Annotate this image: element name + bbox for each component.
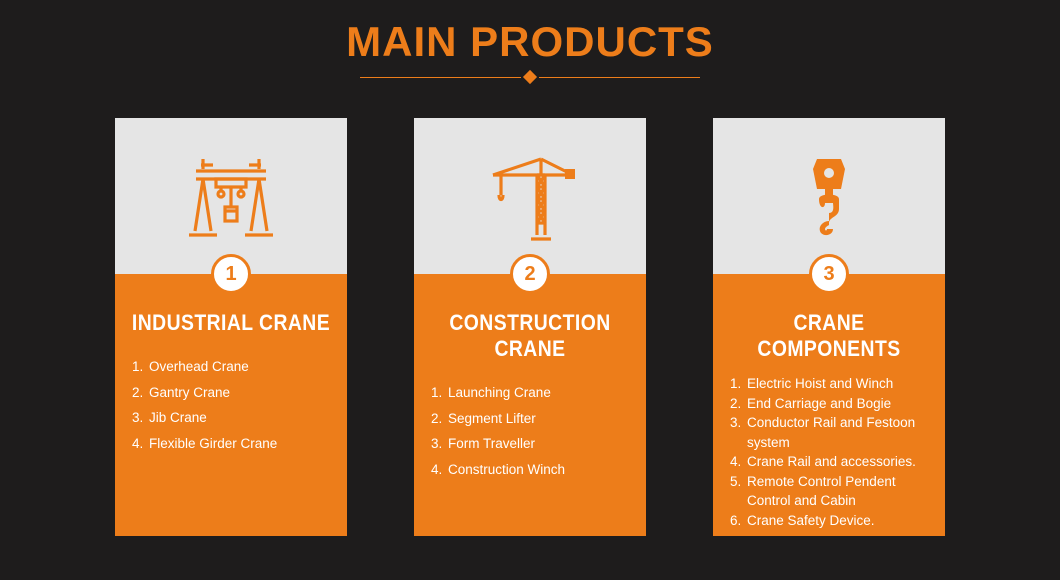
card-title: CRANE COMPONENTS (727, 310, 931, 362)
underline-left (360, 77, 521, 78)
list-item: End Carriage and Bogie (745, 394, 927, 414)
underline-diamond (523, 70, 537, 84)
card-number-badge: 3 (809, 254, 849, 294)
list-item: Form Traveller (446, 431, 628, 457)
list-item: Remote Control Pendent Control and Cabin (745, 472, 927, 511)
card-number-badge: 2 (510, 254, 550, 294)
hoist-hook-icon (799, 151, 859, 241)
list-item: Gantry Crane (147, 380, 329, 406)
card-list: Overhead Crane Gantry Crane Jib Crane Fl… (115, 336, 347, 457)
card-title: INDUSTRIAL CRANE (129, 310, 333, 336)
gantry-crane-icon (181, 151, 281, 241)
card-number: 3 (823, 263, 834, 286)
page-title: MAIN PRODUCTS (0, 18, 1060, 66)
underline-right (539, 77, 700, 78)
list-item: Jib Crane (147, 405, 329, 431)
list-item: Crane Rail and accessories. (745, 452, 927, 472)
card-number-badge: 1 (211, 254, 251, 294)
list-item: Conductor Rail and Festoon system (745, 413, 927, 452)
list-item: Electric Hoist and Winch (745, 374, 927, 394)
tower-crane-icon (475, 151, 585, 241)
card-top (115, 118, 347, 274)
list-item: Segment Lifter (446, 406, 628, 432)
list-item: Flexible Girder Crane (147, 431, 329, 457)
card-construction: 2 CONSTRUCTION CRANE Launching Crane Seg… (414, 118, 646, 536)
cards-row: 1 INDUSTRIAL CRANE Overhead Crane Gantry… (0, 118, 1060, 536)
list-item: Launching Crane (446, 380, 628, 406)
card-title: CONSTRUCTION CRANE (428, 310, 632, 362)
card-industrial: 1 INDUSTRIAL CRANE Overhead Crane Gantry… (115, 118, 347, 536)
card-number: 1 (225, 263, 236, 286)
title-section: MAIN PRODUCTS (0, 0, 1060, 82)
card-components: 3 CRANE COMPONENTS Electric Hoist and Wi… (713, 118, 945, 536)
card-list: Launching Crane Segment Lifter Form Trav… (414, 362, 646, 483)
list-item: Construction Winch (446, 457, 628, 483)
card-top (713, 118, 945, 274)
list-item: Crane Safety Device. (745, 511, 927, 531)
title-underline (360, 72, 700, 82)
card-list: Electric Hoist and Winch End Carriage an… (713, 362, 945, 531)
card-number: 2 (524, 263, 535, 286)
list-item: Overhead Crane (147, 354, 329, 380)
card-top (414, 118, 646, 274)
